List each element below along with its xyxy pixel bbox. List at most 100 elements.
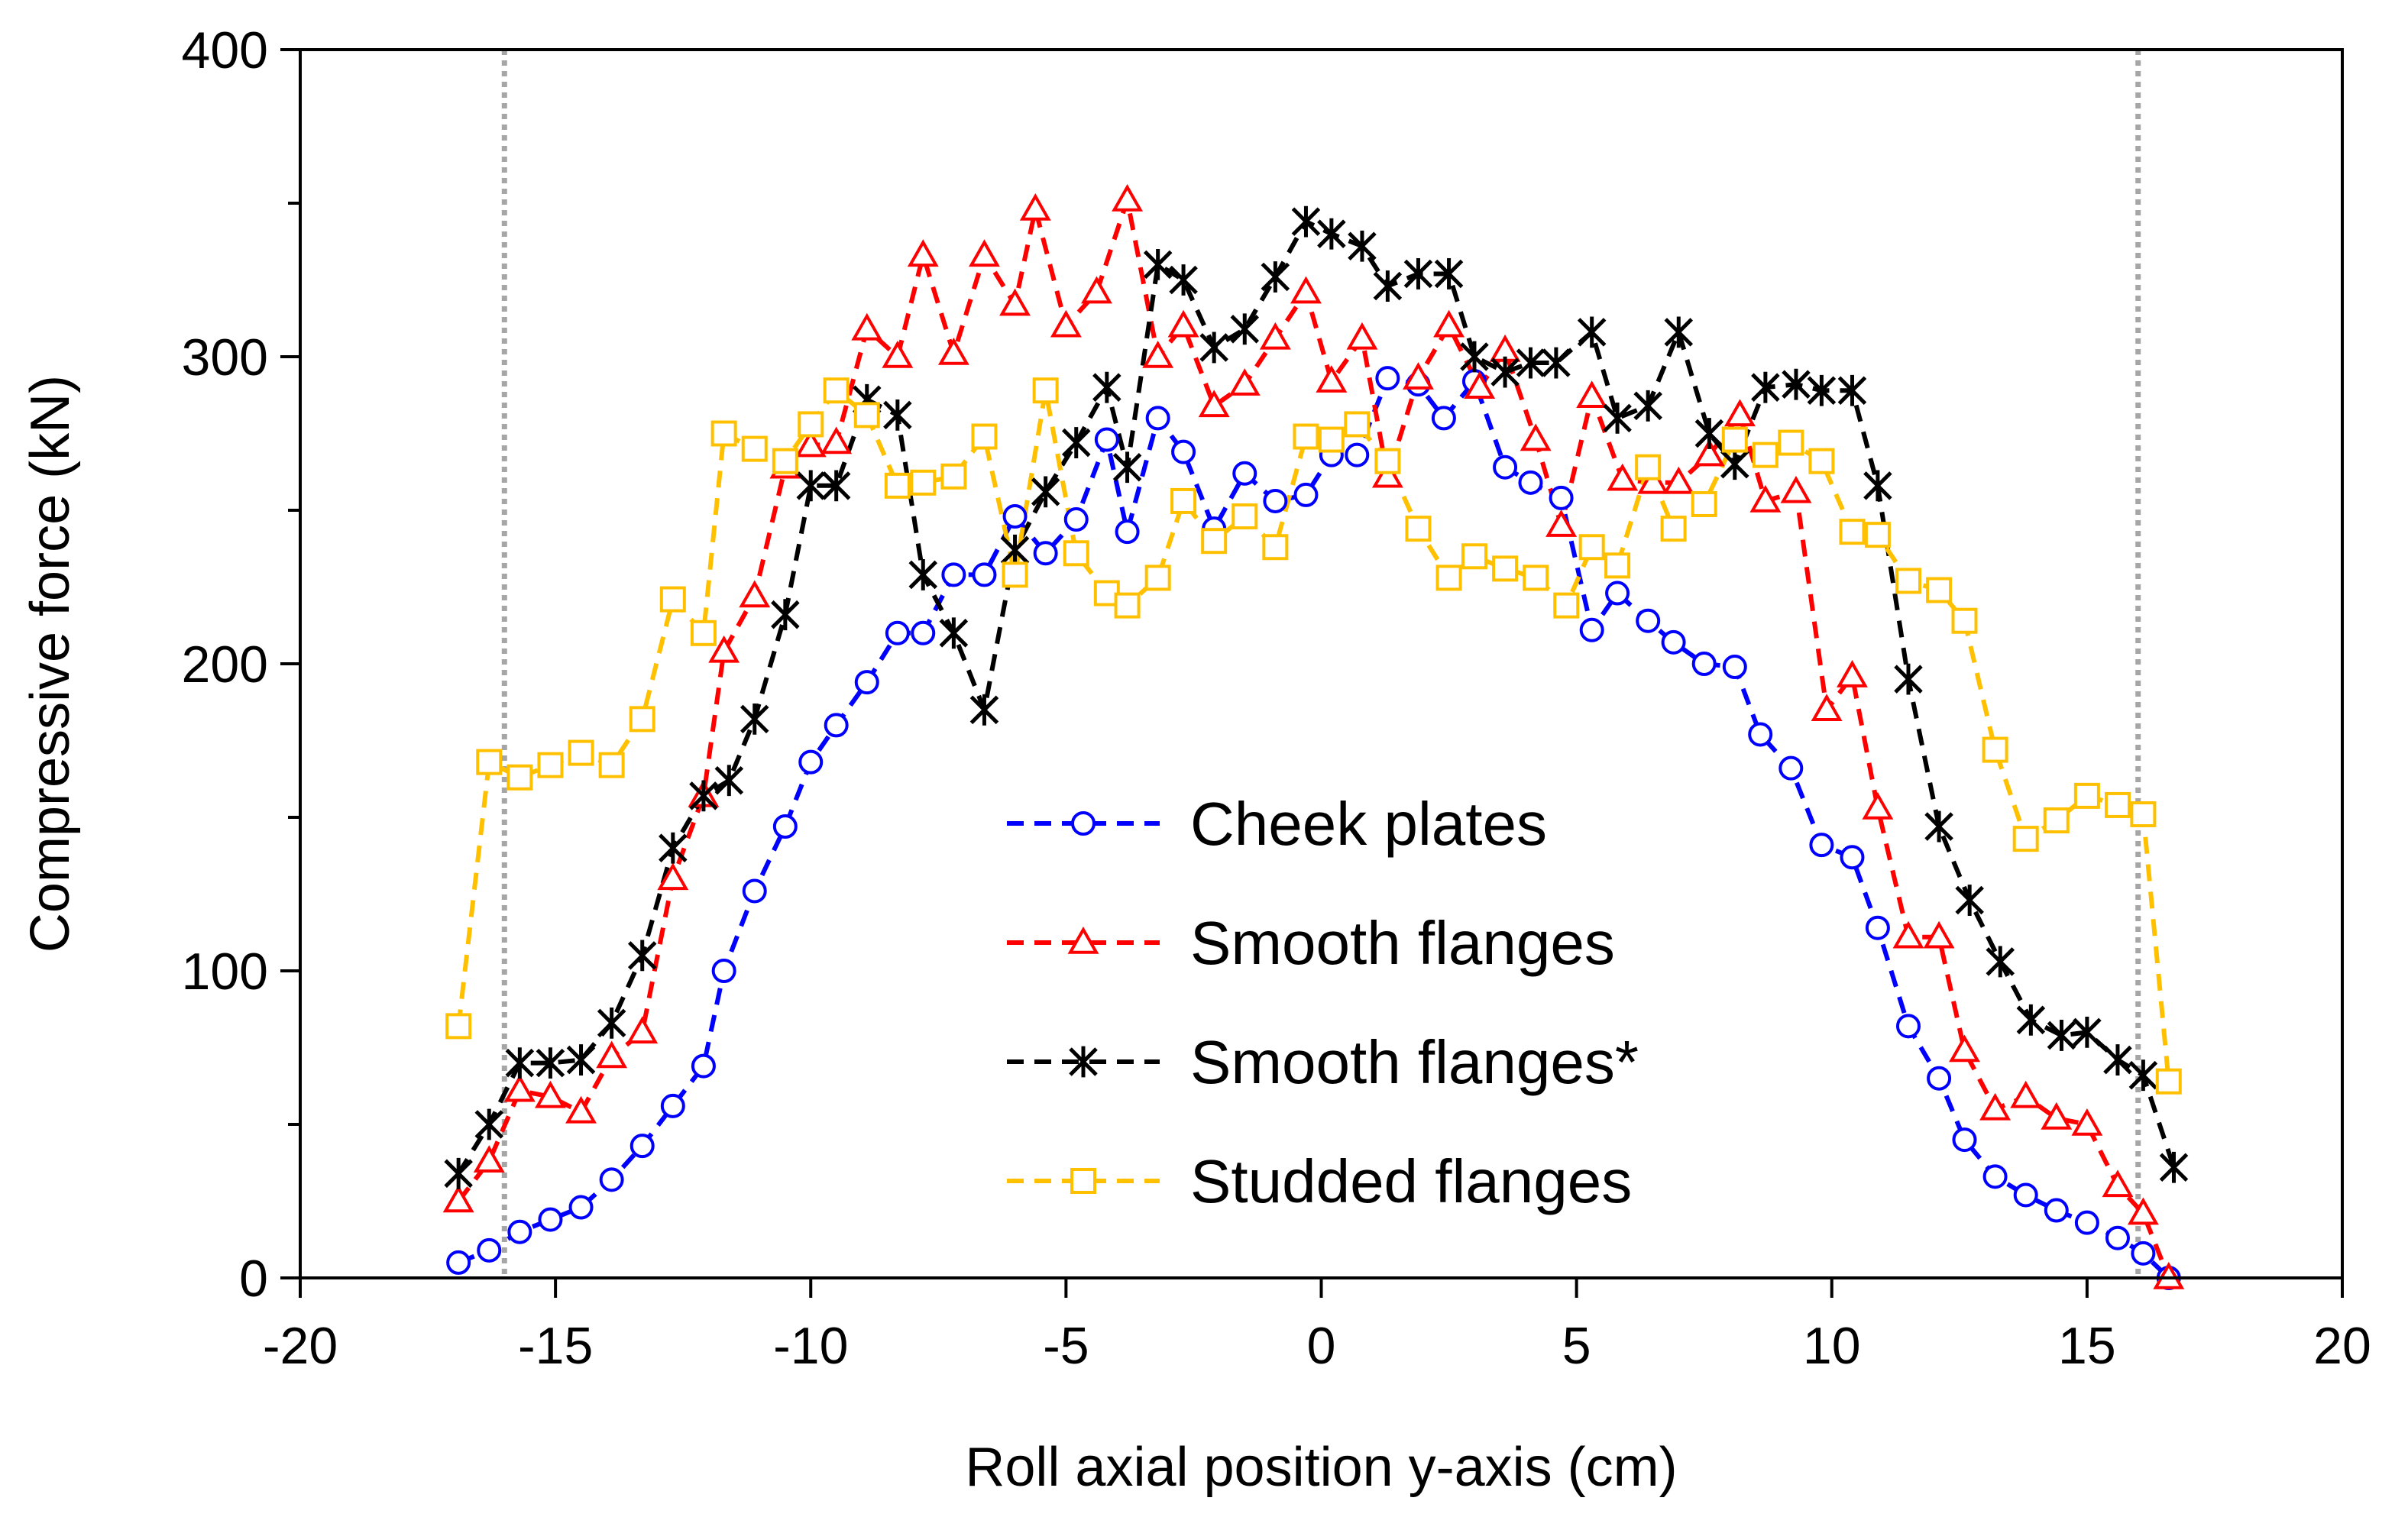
- data-point: [534, 1080, 566, 1108]
- data-point: [2012, 826, 2039, 852]
- data-point: [1081, 276, 1112, 304]
- data-point: [474, 1108, 504, 1140]
- data-point: [821, 470, 851, 502]
- data-point: [1952, 1127, 1977, 1153]
- data-point: [565, 1095, 597, 1124]
- data-point: [853, 402, 880, 429]
- data-point: [1232, 461, 1257, 486]
- data-point: [1553, 592, 1580, 619]
- series-points-studded-flanges: [445, 377, 2182, 1095]
- data-point: [627, 940, 657, 972]
- data-point: [598, 752, 625, 778]
- data-point: [1144, 564, 1171, 591]
- x-tick-label: -20: [263, 1317, 338, 1375]
- data-point: [1549, 485, 1574, 510]
- data-point: [1063, 507, 1089, 532]
- data-point: [1032, 377, 1059, 404]
- data-point: [1520, 423, 1552, 451]
- data-point: [1346, 322, 1378, 350]
- data-point: [1577, 316, 1607, 348]
- data-point: [1348, 230, 1377, 262]
- data-point: [2128, 1059, 2158, 1092]
- data-point: [1403, 362, 1434, 390]
- y-tick-label: 0: [239, 1250, 268, 1308]
- data-point: [798, 749, 824, 775]
- data-point: [1143, 249, 1173, 280]
- data-point: [1724, 399, 1756, 427]
- data-point: [1492, 555, 1519, 582]
- data-point: [1722, 655, 1747, 680]
- legend-label: Cheek plates: [1190, 790, 1547, 858]
- legend-item-smooth-flanges: Smooth flanges: [1007, 909, 1615, 977]
- data-point: [1232, 503, 1258, 530]
- data-point: [824, 713, 849, 738]
- data-point: [1694, 418, 1724, 449]
- data-point: [2073, 782, 2100, 809]
- data-point: [1170, 487, 1197, 514]
- data-point: [1637, 466, 1669, 494]
- data-point: [568, 1195, 594, 1220]
- data-point: [883, 399, 912, 431]
- legend-label: Smooth flanges*: [1190, 1028, 1639, 1096]
- data-point: [1433, 309, 1465, 338]
- data-point: [1986, 946, 2015, 978]
- data-point: [1167, 309, 1199, 338]
- data-point: [1063, 540, 1089, 567]
- data-point: [798, 411, 824, 438]
- data-point: [1752, 442, 1778, 468]
- data-point: [1778, 755, 1804, 781]
- data-point: [1261, 261, 1290, 293]
- data-point: [1318, 426, 1345, 453]
- data-point: [2130, 801, 2157, 827]
- data-point: [1636, 608, 1661, 633]
- data-point: [885, 620, 910, 645]
- data-point: [1894, 663, 1923, 695]
- data-point: [1720, 448, 1749, 480]
- data-point: [1807, 374, 1837, 406]
- data-point: [538, 1207, 563, 1232]
- data-point: [657, 862, 689, 891]
- data-point: [1780, 475, 1812, 503]
- data-point: [1923, 920, 1955, 949]
- data-point: [2041, 1101, 2073, 1130]
- data-point: [690, 619, 717, 646]
- data-point: [1198, 390, 1230, 418]
- data-point: [1493, 454, 1518, 480]
- data-point: [1259, 322, 1291, 350]
- data-point: [1142, 340, 1174, 368]
- data-point: [820, 426, 853, 454]
- data-point: [1748, 722, 1773, 747]
- data-point: [741, 435, 768, 462]
- data-point: [939, 617, 969, 649]
- data-point: [1811, 694, 1843, 722]
- data-point: [2102, 1169, 2134, 1198]
- data-point: [1201, 528, 1228, 555]
- data-point: [1293, 423, 1319, 450]
- data-point: [1924, 810, 1953, 843]
- x-tick-label: 0: [1307, 1317, 1336, 1375]
- data-point: [910, 469, 937, 496]
- data-point: [1862, 791, 1894, 820]
- data-point: [2127, 1197, 2159, 1225]
- data-point: [742, 878, 767, 904]
- data-point: [1808, 448, 1835, 474]
- data-point: [1518, 470, 1543, 495]
- data-point: [972, 562, 997, 587]
- axis-ticks: [280, 48, 2344, 1298]
- data-point: [1317, 218, 1346, 250]
- data-point: [1374, 448, 1401, 474]
- series-line-smooth-flanges: [456, 218, 2177, 1175]
- data-point: [1927, 1066, 1952, 1091]
- x-tick-label: 5: [1562, 1317, 1591, 1375]
- data-point: [1892, 920, 1924, 949]
- data-point: [1864, 522, 1891, 548]
- reference-lines: [501, 50, 2141, 1278]
- data-point: [1949, 1034, 1980, 1063]
- data-point: [1263, 488, 1288, 513]
- y-tick-label: 200: [182, 636, 268, 694]
- data-point: [1403, 258, 1433, 290]
- data-point: [772, 814, 798, 839]
- y-tick-label: 100: [182, 943, 268, 1001]
- data-point: [796, 470, 826, 502]
